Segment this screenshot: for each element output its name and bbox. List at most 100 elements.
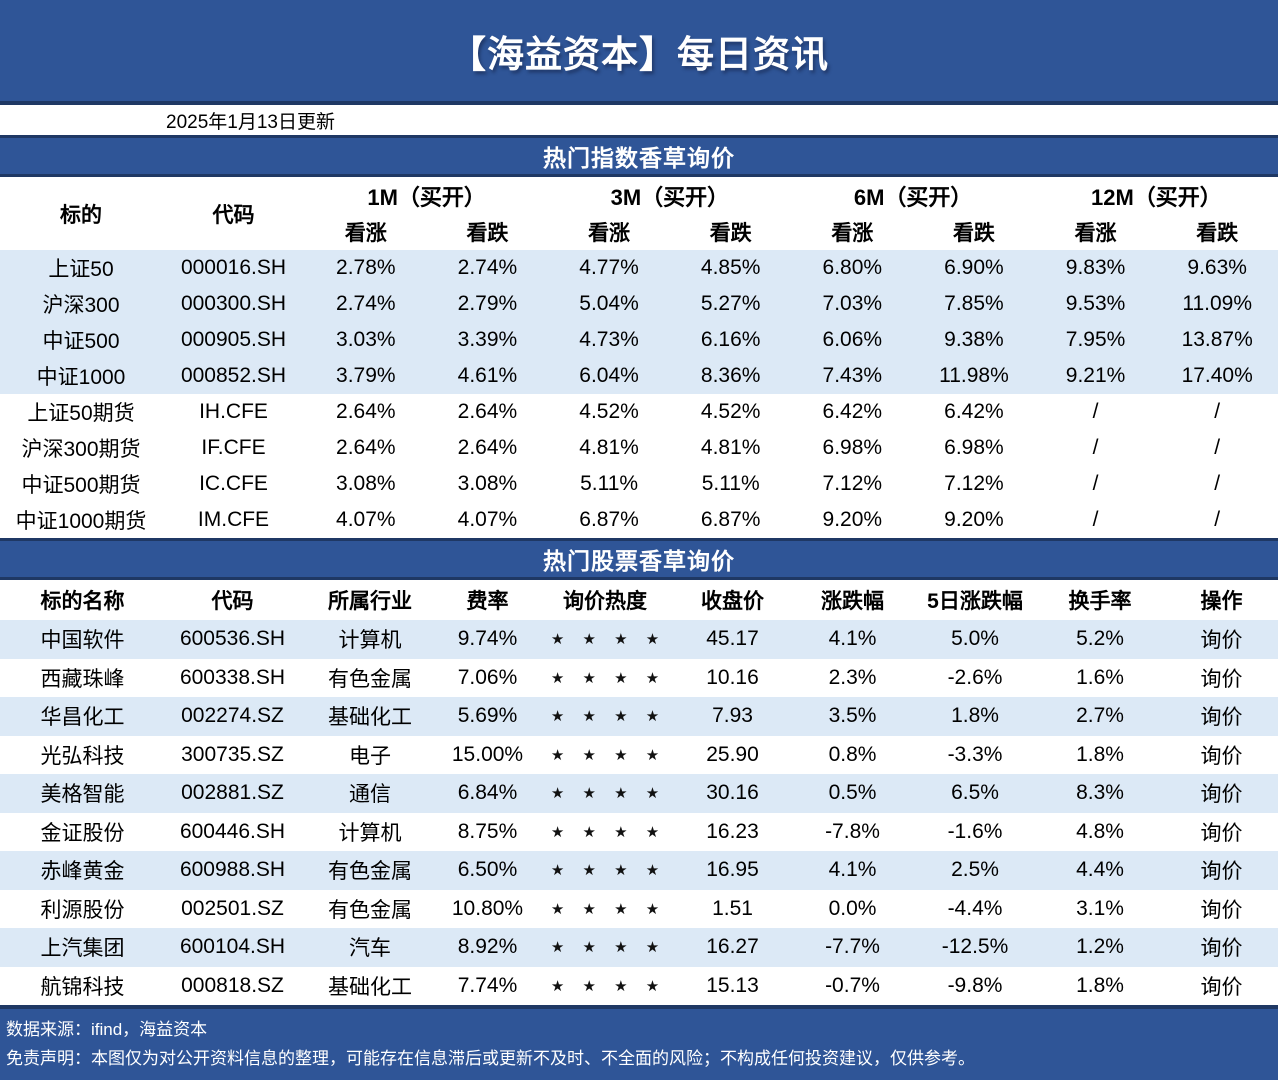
report-title: 【海益资本】每日资讯 xyxy=(449,33,829,75)
index-table-row: 沪深300期货 IF.CFE 2.64% 2.64% 4.81% 4.81% 6.98% 6.… xyxy=(0,430,1278,466)
quote-value-cell: 6.16% xyxy=(700,328,761,351)
index-table-row: 上证50期货 IH.CFE 2.64% 2.64% 4.52% 4.52% 6.42% 6.4… xyxy=(0,394,1278,430)
index-table-row: 中证500 000905.SH 3.03% 3.39% 4.73% 6.16% 6.06% 9… xyxy=(0,322,1278,358)
col-header-up-1m: 看涨 xyxy=(344,222,387,245)
stock-code-cell: 002501.SZ xyxy=(181,896,284,920)
stock-table-header: 标的名称 代码 所属行业 费率 询价热度 收盘价 涨跌幅 5日涨跌幅 换手率 操… xyxy=(0,580,1278,620)
change-cell: 0.5% xyxy=(828,781,877,805)
stock-code-cell: 600988.SH xyxy=(179,858,286,882)
industry-cell: 有色金属 xyxy=(328,667,412,691)
quote-value-cell: 3.08% xyxy=(457,472,518,495)
turnover-cell: 1.8% xyxy=(1076,742,1124,766)
quote-value-cell: / xyxy=(1092,472,1099,495)
inquiry-action[interactable]: 询价 xyxy=(1200,706,1243,730)
rating-stars: ★ ★ ★ ★ xyxy=(550,708,667,726)
index-code-cell: 000905.SH xyxy=(180,328,287,351)
quote-value-cell: 5.27% xyxy=(700,292,761,315)
stock-name-cell: 上汽集团 xyxy=(40,937,125,961)
stock-name-cell: 赤峰黄金 xyxy=(40,860,125,884)
index-table-row: 中证1000期货 IM.CFE 4.07% 4.07% 6.87% 6.87% 9.20% 9… xyxy=(0,502,1278,538)
index-target-cell: 上证50 xyxy=(48,258,114,281)
inquiry-action[interactable]: 询价 xyxy=(1200,667,1243,691)
fee-rate-cell: 7.06% xyxy=(457,665,518,689)
fee-rate-cell: 15.00% xyxy=(451,742,524,766)
col-header-code: 代码 xyxy=(212,203,255,227)
quote-value-cell: 2.64% xyxy=(457,400,518,423)
inquiry-action[interactable]: 询价 xyxy=(1200,783,1243,807)
turnover-cell: 1.6% xyxy=(1076,665,1124,689)
quote-value-cell: 2.64% xyxy=(336,400,396,423)
fee-rate-cell: 6.84% xyxy=(457,781,518,805)
close-price-cell: 16.23 xyxy=(706,819,759,843)
industry-cell: 有色金属 xyxy=(328,860,412,884)
quote-value-cell: 4.81% xyxy=(700,436,761,459)
turnover-cell: 3.1% xyxy=(1076,896,1124,920)
turnover-cell: 4.4% xyxy=(1076,858,1124,882)
quote-value-cell: 2.74% xyxy=(336,292,396,315)
col-header-up-6m: 看涨 xyxy=(831,222,874,245)
index-code-cell: IF.CFE xyxy=(201,436,266,459)
col-header-fee: 费率 xyxy=(466,590,509,613)
change-cell: -7.8% xyxy=(825,819,880,843)
inquiry-action[interactable]: 询价 xyxy=(1200,629,1243,653)
quote-value-cell: 7.85% xyxy=(944,292,1004,315)
col-header-1m: 1M（买开） xyxy=(367,184,486,210)
inquiry-action[interactable]: 询价 xyxy=(1200,821,1243,845)
change-5d-cell: 5.0% xyxy=(951,627,999,651)
col-header-6m: 6M（买开） xyxy=(853,184,973,210)
col-header-down-12m: 看跌 xyxy=(1196,222,1239,245)
quote-value-cell: 2.64% xyxy=(336,436,396,459)
close-price-cell: 10.16 xyxy=(706,665,759,689)
rating-stars: ★ ★ ★ ★ xyxy=(550,823,667,841)
stock-table-row: 航锦科技 000818.SZ 基础化工 7.74% ★ ★ ★ ★ 15.13 -0.7% -… xyxy=(0,967,1278,1006)
col-header-down-6m: 看跌 xyxy=(952,222,995,245)
inquiry-action[interactable]: 询价 xyxy=(1200,898,1243,922)
industry-cell: 计算机 xyxy=(338,821,402,845)
inquiry-action[interactable]: 询价 xyxy=(1200,744,1243,768)
rating-stars: ★ ★ ★ ★ xyxy=(550,631,667,649)
col-header-down-1m: 看跌 xyxy=(466,222,509,245)
change-cell: 2.3% xyxy=(828,665,877,689)
stock-table-row: 上汽集团 600104.SH 汽车 8.92% ★ ★ ★ ★ 16.27 -7.7% -12… xyxy=(0,928,1278,967)
col-header-target: 标的 xyxy=(60,203,102,227)
quote-value-cell: 17.40% xyxy=(1181,364,1253,387)
quote-value-cell: 4.61% xyxy=(457,364,518,387)
change-5d-cell: 6.5% xyxy=(951,781,999,805)
change-cell: 0.0% xyxy=(828,896,877,920)
turnover-cell: 5.2% xyxy=(1076,627,1124,651)
change-cell: 3.5% xyxy=(828,704,877,728)
index-table-header: 标的 代码 1M（买开） 3M（买开） 6M（买开） 12M（买开） 看涨 看跌… xyxy=(0,177,1278,250)
index-section-title: 热门指数香草询价 xyxy=(543,145,735,171)
quote-value-cell: 9.53% xyxy=(1065,292,1126,315)
quote-value-cell: 4.81% xyxy=(579,436,639,459)
index-target-cell: 中证500 xyxy=(42,330,120,353)
col-header-up-12m: 看涨 xyxy=(1074,222,1117,245)
quote-value-cell: 8.36% xyxy=(700,364,761,387)
quote-value-cell: 2.78% xyxy=(336,256,396,279)
close-price-cell: 30.16 xyxy=(706,781,759,805)
quote-value-cell: 7.03% xyxy=(822,292,883,315)
stock-table-row: 西藏珠峰 600338.SH 有色金属 7.06% ★ ★ ★ ★ 10.16 2.3% -2… xyxy=(0,659,1278,698)
stock-code-cell: 600338.SH xyxy=(179,665,286,689)
rating-stars: ★ ★ ★ ★ xyxy=(550,669,667,687)
quote-value-cell: 9.38% xyxy=(944,328,1004,351)
quote-value-cell: 9.20% xyxy=(822,508,883,531)
inquiry-action[interactable]: 询价 xyxy=(1200,860,1243,884)
index-target-cell: 沪深300 xyxy=(42,294,120,317)
col-header-stock-code: 代码 xyxy=(211,590,254,613)
inquiry-action[interactable]: 询价 xyxy=(1200,975,1243,999)
quote-value-cell: 2.64% xyxy=(457,436,518,459)
quote-value-cell: / xyxy=(1092,400,1099,423)
report-footer: 数据来源：ifind，海益资本 免责声明：本图仅为对公开资料信息的整理，可能存在… xyxy=(0,1005,1278,1080)
index-table-body: 上证50 000016.SH 2.78% 2.74% 4.77% 4.85% 6.80% 6.… xyxy=(0,250,1278,538)
quote-value-cell: / xyxy=(1214,508,1221,531)
close-price-cell: 16.27 xyxy=(706,935,759,959)
quote-value-cell: 4.07% xyxy=(336,508,396,531)
close-price-cell: 16.95 xyxy=(706,858,759,882)
inquiry-action[interactable]: 询价 xyxy=(1200,937,1243,961)
stock-code-cell: 002881.SZ xyxy=(181,781,284,805)
quote-value-cell: 6.80% xyxy=(822,256,883,279)
col-header-down-3m: 看跌 xyxy=(709,222,752,245)
index-table-row: 中证1000 000852.SH 3.79% 4.61% 6.04% 8.36% 7.43%… xyxy=(0,358,1278,394)
col-header-stock-name: 标的名称 xyxy=(40,590,125,613)
